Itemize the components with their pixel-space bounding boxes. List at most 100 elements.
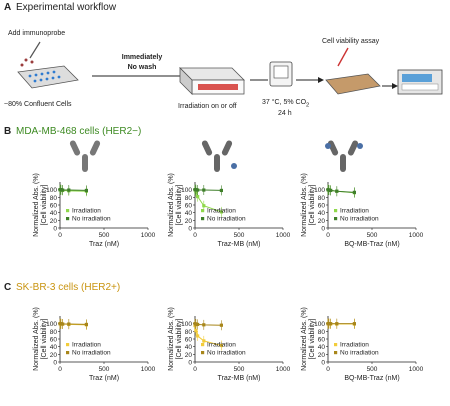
plot-b1-legend-irr-label: Irradiation (72, 208, 101, 215)
plot-c3-legend-noirr-label: No irradiation (340, 350, 379, 357)
plot-b1-ylabel2: [Cell viability] (41, 185, 48, 226)
plot-c1-noirr-point (67, 322, 71, 326)
plot-b2-noirr-point (202, 188, 206, 192)
viability-label: Cell viability assay (322, 38, 380, 45)
plot-c2-irr-point (194, 328, 198, 333)
plot-b2-legend-noirr-marker (201, 217, 205, 221)
plot-b3-noirr-point (352, 190, 356, 194)
plot-b2-ytick-label: 60 (185, 203, 193, 210)
plot-c3-legend-irr-label: Irradiation (340, 342, 369, 349)
plot-b2-legend-irr-label: Irradiation (207, 208, 236, 215)
plot-c3-ytick-label: 60 (318, 337, 326, 344)
plot-c3-noirr-point (335, 322, 339, 326)
irradiation-label: Irradiation on or off (178, 103, 237, 110)
plot-b2-legend-noirr-label: No irradiation (207, 216, 246, 223)
immediately-label: Immediately (121, 54, 163, 61)
plot-b2-xlabel: Traz-MB (nM) (218, 241, 261, 248)
plot-b2-ytick-label: 80 (185, 195, 193, 202)
add-probe-label: Add immunoprobe (8, 30, 66, 37)
plot-c3-xtick-label: 500 (367, 366, 378, 373)
plot-b1-xtick-label: 500 (99, 232, 110, 239)
plot-c3-ytick-label: 0 (321, 360, 325, 367)
plot-b3-ylabel: Normalized Abs. (%) (301, 173, 308, 237)
plot-c1-ytick-label: 20 (50, 352, 58, 359)
plot-b1-ylabel: Normalized Abs. (%) (33, 173, 40, 237)
plot-b2-ytick-label: 40 (185, 210, 193, 217)
plot-c1-ytick-label: 100 (46, 321, 57, 328)
plot-c1-ytick-label: 0 (53, 360, 57, 367)
plot-b2-ytick-label: 20 (185, 218, 193, 225)
plot-b3-ytick-label: 20 (318, 218, 326, 225)
plot-b3-legend-irr-marker (334, 209, 338, 213)
plot-c1-ytick-label: 60 (50, 337, 58, 344)
plot-c3-ylabel: Normalized Abs. (%) (301, 307, 308, 371)
plot-b3-legend-noirr-label: No irradiation (340, 216, 379, 223)
workflow-diagram (17, 41, 443, 95)
plot-b1-xtick-label: 0 (58, 232, 62, 239)
plot-c2-ytick-label: 100 (181, 321, 192, 328)
plot-c2-ytick-label: 0 (188, 360, 192, 367)
plot-b2-legend-irr-marker (201, 209, 205, 213)
plot-c3-xlabel: BQ-MB-Traz (nM) (344, 375, 399, 382)
plot-b3-ylabel2: [Cell viability] (309, 185, 316, 226)
plot-c2-ytick-label: 20 (185, 352, 193, 359)
plot-b1-ytick-label: 40 (50, 210, 58, 217)
plot-c1-xlabel: Traz (nM) (89, 375, 119, 382)
plot-c3-noirr-point (352, 322, 356, 326)
plot-b2-noirr-point (194, 188, 198, 192)
plot-b2-ytick-label: 0 (188, 226, 192, 233)
panel-a-title: Experimental workflow (16, 2, 117, 13)
plot-c3-noirr-point (329, 322, 333, 326)
no-wash-label: No wash (127, 64, 157, 71)
plot-b3-legend-irr-label: Irradiation (340, 208, 369, 215)
plot-c2-ytick-label: 80 (185, 329, 193, 336)
plot-b2-irr-point (196, 194, 200, 199)
plot-b2-ylabel2: [Cell viability] (176, 185, 183, 226)
plot-c2-irr-point (202, 339, 206, 343)
plot-c2-xtick-label: 500 (234, 366, 245, 373)
plot-c2-irr-point (196, 334, 200, 338)
plot-b1-ytick-label: 20 (50, 218, 58, 225)
plot-b3-ytick-label: 80 (318, 195, 326, 202)
plot-c3-noirr-point (327, 322, 331, 326)
plot-c2-legend-irr-marker (201, 343, 205, 347)
plot-c1-noirr-point (84, 322, 88, 327)
panel-c-title: SK-BR-3 cells (HER2+) (16, 282, 121, 293)
plot-c2-noirr-point (194, 322, 198, 326)
plot-c1-xtick-label: 1000 (141, 366, 156, 373)
plot-b2-irr-point (219, 210, 223, 214)
plot-b1-ytick-label: 0 (53, 226, 57, 233)
incubator-icon (269, 61, 293, 87)
plot-c3-xtick-label: 1000 (409, 366, 424, 373)
plot-b1-legend-noirr-marker (66, 217, 70, 221)
confluent-label: ~80% Confluent Cells (4, 101, 72, 108)
plot-c2-ylabel: Normalized Abs. (%) (168, 307, 175, 371)
panel-a-letter: A (4, 2, 12, 13)
antibody-icons-row (69, 140, 363, 172)
plot-c2-xtick-label: 1000 (276, 366, 291, 373)
plot-b3-xtick-label: 500 (367, 232, 378, 239)
plot-c1-xtick-label: 0 (58, 366, 62, 373)
plot-c2-noirr-point (219, 323, 223, 327)
plot-b1-xtick-label: 1000 (141, 232, 156, 239)
plot-b2-ylabel: Normalized Abs. (%) (168, 173, 175, 237)
antibody-bq-mb-traz-icon (325, 140, 363, 172)
plot-b1-legend-irr-marker (66, 209, 70, 213)
plot-b3-xtick-label: 1000 (409, 232, 424, 239)
plot-c1-legend-irr-label: Irradiation (72, 342, 101, 349)
plot-c2-ytick-label: 60 (185, 337, 193, 344)
plot-c2-ytick-label: 40 (185, 344, 193, 351)
plot-c1-noirr-point (59, 322, 63, 326)
viability-plate-icon (325, 47, 381, 95)
plot-c2-legend-noirr-marker (201, 351, 205, 355)
plot-b3-ytick-label: 100 (314, 187, 325, 194)
plot-c2-xlabel: Traz-MB (nM) (218, 375, 261, 382)
plot-c2-noirr-point (196, 322, 200, 327)
plot-c3-legend-irr-marker (334, 343, 338, 347)
plot-c3-legend-noirr-marker (334, 351, 338, 355)
plot-c1-ytick-label: 80 (50, 329, 58, 336)
plot-c1-legend-noirr-marker (66, 351, 70, 355)
plot-c1-ylabel2: [Cell viability] (41, 319, 48, 360)
plot-c2-legend-noirr-label: No irradiation (207, 350, 246, 357)
